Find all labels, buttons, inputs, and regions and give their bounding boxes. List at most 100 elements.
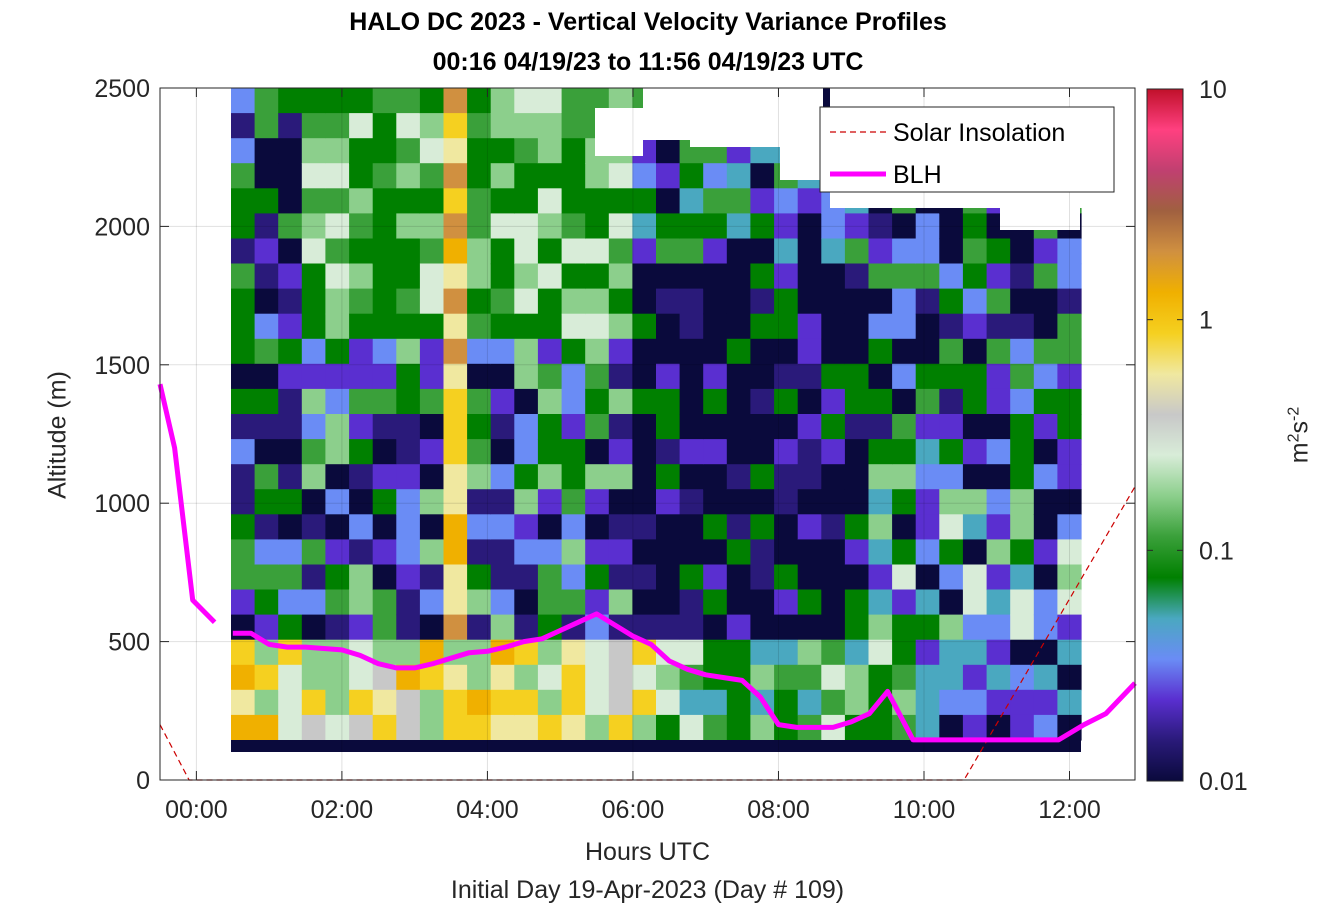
heatmap-cell	[726, 614, 751, 641]
heatmap-cell	[915, 589, 940, 616]
heatmap-cell	[679, 514, 704, 540]
heatmap-cell	[962, 564, 988, 591]
heatmap-cell	[514, 338, 539, 365]
heatmap-cell	[372, 614, 397, 641]
heatmap-cell	[608, 238, 633, 265]
heatmap-cell	[679, 489, 704, 515]
heatmap-cell	[396, 464, 421, 490]
heatmap-cell	[561, 138, 586, 164]
heatmap-cell	[892, 539, 917, 566]
heatmap-cell	[561, 113, 586, 139]
heatmap-cell	[278, 288, 303, 315]
heatmap-cell	[608, 388, 633, 415]
heatmap-cell	[1033, 589, 1058, 616]
heatmap-cell	[254, 288, 279, 315]
heatmap-cell	[490, 589, 515, 616]
heatmap-cell	[349, 464, 374, 490]
heatmap-cell	[844, 238, 870, 265]
heatmap-cell	[726, 539, 751, 566]
heatmap-cell	[325, 489, 350, 515]
heatmap-cell	[726, 263, 751, 290]
heatmap-cell	[278, 614, 303, 641]
heatmap-cell	[656, 163, 681, 189]
heatmap-cell	[1057, 238, 1082, 265]
heatmap-cell	[537, 263, 563, 290]
heatmap-cell	[537, 639, 563, 666]
heatmap-cell	[325, 439, 350, 465]
heatmap-cell	[939, 213, 964, 240]
heatmap-cell	[656, 589, 681, 616]
heatmap-cell	[632, 464, 657, 490]
heatmap-cell	[986, 714, 1011, 741]
heatmap-cell	[703, 163, 728, 189]
heatmap-cell	[1010, 614, 1035, 641]
heatmap-cell	[231, 88, 256, 114]
heatmap-cell	[892, 564, 917, 591]
heatmap-cell	[774, 313, 799, 340]
heatmap-cell	[915, 614, 940, 641]
heatmap-cell	[750, 263, 775, 290]
heatmap-cell	[561, 263, 586, 290]
heatmap-cell	[254, 338, 279, 365]
heatmap-cell	[231, 514, 256, 540]
heatmap-cell	[821, 288, 846, 315]
heatmap-cell	[490, 363, 515, 390]
heatmap-cell	[278, 539, 303, 566]
heatmap-cell	[325, 388, 350, 415]
colorbar	[1146, 88, 1184, 782]
heatmap-cell	[372, 388, 397, 415]
heatmap-cell	[939, 439, 964, 465]
heatmap-cell	[301, 238, 326, 265]
heatmap-cell	[774, 639, 799, 666]
heatmap-cell	[278, 313, 303, 340]
heatmap-cell	[797, 564, 822, 591]
heatmap-cell	[962, 464, 988, 490]
heatmap-cell	[1057, 363, 1082, 390]
heatmap-cell	[844, 213, 870, 240]
heatmap-cell	[608, 213, 633, 240]
heatmap-cell	[537, 388, 563, 415]
heatmap-cell	[774, 238, 799, 265]
heatmap-cell	[490, 514, 515, 540]
heatmap-cell	[1010, 363, 1035, 390]
heatmap-cell	[514, 213, 539, 240]
heatmap-cell	[821, 564, 846, 591]
heatmap-cell	[561, 414, 586, 440]
x-axis-label: Hours UTC	[584, 838, 710, 866]
heatmap-cell	[962, 489, 988, 515]
y-tick-label: 2500	[94, 75, 150, 103]
heatmap-cell	[325, 338, 350, 365]
heatmap-cell	[962, 689, 988, 716]
heatmap-cell	[537, 213, 563, 240]
heatmap-cell	[703, 589, 728, 616]
heatmap-cell	[1057, 263, 1082, 290]
heatmap-cell	[561, 313, 586, 340]
heatmap-cell	[939, 564, 964, 591]
heatmap-cell	[561, 238, 586, 265]
heatmap-cell	[986, 313, 1011, 340]
heatmap-cell	[962, 263, 988, 290]
heatmap-cell	[396, 439, 421, 465]
heatmap-cell	[561, 188, 586, 214]
heatmap-cell	[254, 464, 279, 490]
heatmap-cell	[514, 514, 539, 540]
heatmap-cell	[703, 188, 728, 214]
heatmap-cell	[231, 288, 256, 315]
heatmap-cell	[514, 689, 539, 716]
heatmap-cell	[419, 313, 445, 340]
heatmap-cell	[750, 664, 775, 691]
heatmap-cell	[608, 664, 633, 691]
heatmap-cell	[396, 113, 421, 139]
heatmap-cell	[962, 213, 988, 240]
heatmap-cell	[231, 564, 256, 591]
heatmap-cell	[656, 213, 681, 240]
heatmap-cell	[797, 464, 822, 490]
heatmap-cell	[443, 514, 468, 540]
heatmap-cell	[585, 639, 610, 666]
heatmap-cell	[419, 689, 445, 716]
heatmap-cell	[278, 263, 303, 290]
heatmap-cell	[301, 614, 326, 641]
heatmap-cell	[844, 313, 870, 340]
heatmap-cell	[679, 238, 704, 265]
heatmap-cell	[1033, 388, 1058, 415]
